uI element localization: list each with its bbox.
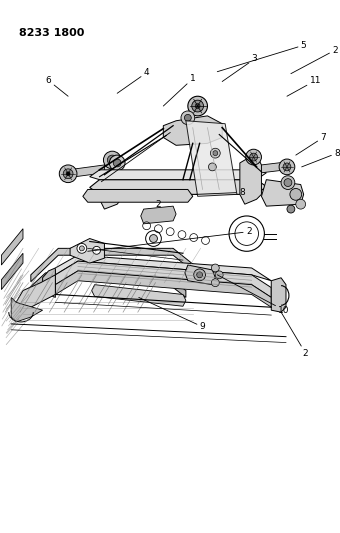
Polygon shape xyxy=(261,180,304,206)
Circle shape xyxy=(109,155,125,171)
Circle shape xyxy=(110,158,114,162)
Circle shape xyxy=(80,246,84,251)
Circle shape xyxy=(77,244,87,253)
Circle shape xyxy=(192,100,204,112)
Circle shape xyxy=(246,149,261,165)
Circle shape xyxy=(184,115,191,122)
Text: 5: 5 xyxy=(217,41,307,72)
Polygon shape xyxy=(42,268,55,297)
Circle shape xyxy=(278,191,284,197)
Text: 3: 3 xyxy=(222,54,257,82)
Polygon shape xyxy=(16,275,55,312)
Circle shape xyxy=(93,246,101,254)
Polygon shape xyxy=(70,239,104,263)
Circle shape xyxy=(284,179,292,187)
Circle shape xyxy=(290,189,302,200)
Circle shape xyxy=(150,235,157,243)
Circle shape xyxy=(208,163,216,171)
Circle shape xyxy=(250,153,257,161)
Polygon shape xyxy=(1,253,23,289)
Circle shape xyxy=(279,159,295,175)
Circle shape xyxy=(296,199,306,209)
Circle shape xyxy=(195,103,200,109)
Circle shape xyxy=(211,279,219,287)
Circle shape xyxy=(210,148,220,158)
Polygon shape xyxy=(90,180,266,195)
Circle shape xyxy=(59,165,77,183)
Circle shape xyxy=(281,176,295,189)
Circle shape xyxy=(283,163,291,171)
Text: 4: 4 xyxy=(117,68,150,93)
Polygon shape xyxy=(271,278,286,312)
Polygon shape xyxy=(163,116,222,146)
Polygon shape xyxy=(55,255,271,281)
Text: 8: 8 xyxy=(302,149,340,167)
Text: 8: 8 xyxy=(196,188,245,197)
Circle shape xyxy=(211,264,219,272)
Text: 2: 2 xyxy=(281,312,308,358)
Text: 2: 2 xyxy=(88,227,252,251)
Text: 1: 1 xyxy=(163,74,195,106)
Text: 11: 11 xyxy=(287,76,321,96)
Polygon shape xyxy=(261,162,286,173)
Text: 7: 7 xyxy=(296,133,326,155)
Polygon shape xyxy=(100,160,121,209)
Polygon shape xyxy=(83,189,193,202)
Circle shape xyxy=(107,155,117,165)
Polygon shape xyxy=(31,248,198,282)
Circle shape xyxy=(188,96,207,116)
Polygon shape xyxy=(185,265,215,285)
Circle shape xyxy=(66,172,70,176)
Text: 9: 9 xyxy=(139,297,205,332)
Circle shape xyxy=(213,151,218,156)
Text: 2: 2 xyxy=(156,200,161,209)
Circle shape xyxy=(197,272,203,278)
Text: 8233 1800: 8233 1800 xyxy=(19,28,84,37)
Circle shape xyxy=(275,189,287,200)
Circle shape xyxy=(287,205,295,213)
Polygon shape xyxy=(240,155,261,204)
Polygon shape xyxy=(1,229,23,265)
Circle shape xyxy=(181,111,195,125)
Text: 2: 2 xyxy=(291,46,338,74)
Polygon shape xyxy=(11,297,42,322)
Text: 6: 6 xyxy=(46,76,68,96)
Circle shape xyxy=(105,188,119,201)
Circle shape xyxy=(113,159,121,167)
Text: 10: 10 xyxy=(217,275,290,314)
Circle shape xyxy=(103,151,121,169)
Polygon shape xyxy=(55,271,271,307)
Polygon shape xyxy=(55,261,271,297)
Polygon shape xyxy=(141,206,176,224)
Polygon shape xyxy=(186,121,237,196)
Circle shape xyxy=(63,169,73,179)
Polygon shape xyxy=(19,273,186,304)
Circle shape xyxy=(109,191,115,197)
Polygon shape xyxy=(90,170,266,180)
Polygon shape xyxy=(68,165,104,177)
Circle shape xyxy=(194,269,205,281)
Circle shape xyxy=(215,271,223,279)
Polygon shape xyxy=(92,285,186,306)
